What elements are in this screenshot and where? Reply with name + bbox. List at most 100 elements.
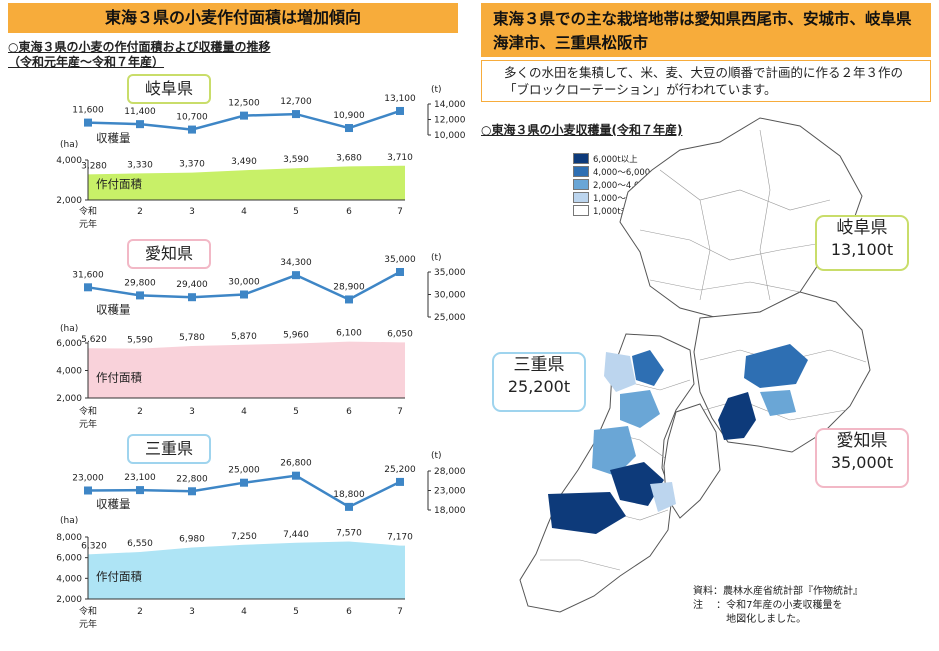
aichi-callout-name: 愛知県 [836, 431, 888, 451]
legend-item: 4,000～6,000 [573, 165, 650, 178]
mie-callout-value: 25,200t [507, 377, 571, 396]
legend-swatch [573, 166, 589, 177]
harvest-value-label: 25,000 [228, 466, 260, 476]
legend-swatch [573, 179, 589, 190]
harvest-point [396, 477, 404, 486]
harvest-point [396, 106, 404, 115]
x-label: 6 [346, 607, 352, 617]
legend-swatch [573, 205, 589, 216]
area-value-label: 6,100 [336, 329, 362, 339]
area-tick-label: 8,000 [56, 533, 82, 543]
legend-item: 1,000～2,000 [573, 191, 650, 204]
left-title-banner: 東海３県の小麦作付面積は増加傾向 [8, 3, 458, 33]
x-label: 5 [293, 607, 299, 617]
aichi-callout: 愛知県 35,000t [815, 428, 909, 488]
x-label: 5 [293, 407, 299, 417]
area-series-label: 作付面積 [96, 177, 142, 191]
harvest-series-label: 収穫量 [96, 131, 131, 145]
area-tick-label: 6,000 [56, 339, 82, 349]
harvest-point [345, 502, 353, 511]
x-label: 5 [293, 207, 299, 217]
aichi-callout-value: 35,000t [830, 453, 894, 472]
matsusaka-area [548, 492, 626, 534]
harvest-point [136, 120, 144, 129]
harvest-point [292, 110, 300, 119]
yoro-area [604, 352, 636, 392]
harvest-tick-label: 10,000 [434, 131, 466, 141]
ise-area [650, 482, 676, 512]
harvest-tick-label: 28,000 [434, 467, 466, 477]
harvest-point [345, 124, 353, 133]
x-label: 4 [241, 407, 247, 417]
harvest-tick-label: 12,000 [434, 116, 466, 126]
area-tick-label: 2,000 [56, 196, 82, 206]
legend-label: 6,000t以上 [593, 154, 638, 165]
harvest-value-label: 12,500 [228, 99, 260, 109]
rotation-note: 多くの水田を集積して、米、麦、大豆の順番で計画的に作る２年３作の「ブロックローテ… [481, 60, 931, 102]
area-unit: (ha) [60, 324, 78, 334]
nishio-anjo-area [718, 392, 756, 440]
area-tick-label: 6,000 [56, 554, 82, 564]
harvest-unit: (t) [431, 85, 442, 95]
area-tick-label: 4,000 [56, 156, 82, 166]
x-label: 7 [397, 607, 403, 617]
legend-label: 4,000～6,000 [593, 167, 651, 178]
source-note: 資料：農林水産省統計部『作物統計』 注 ：令和7年産の小麦収穫量を 地図化しまし… [693, 585, 863, 627]
area-series-label: 作付面積 [96, 371, 142, 385]
area-tick-label: 2,000 [56, 595, 82, 605]
harvest-point [188, 125, 196, 134]
planted-area-fill [88, 541, 405, 599]
x-label-first-line2: 元年 [79, 218, 97, 230]
mie-label: 三重県 [127, 434, 211, 464]
left-period: （令和元年産～令和７年産） [8, 55, 165, 69]
x-label: 3 [189, 407, 195, 417]
legend-label: 1,000～2,000 [593, 193, 651, 204]
area-value-label: 6,320 [81, 541, 107, 551]
map-title: ○東海３県の小麦収穫量(令和７年産) [481, 123, 683, 137]
harvest-point [84, 283, 92, 292]
area-value-label: 7,250 [231, 532, 257, 542]
harvest-point [188, 487, 196, 496]
planted-area-fill [88, 165, 405, 200]
harvest-value-label: 23,000 [72, 474, 104, 484]
x-label: 2 [137, 407, 143, 417]
harvest-unit: (t) [431, 451, 442, 461]
harvest-series-label: 収穫量 [96, 302, 131, 316]
right-title-banner: 東海３県での主な栽培地帯は愛知県西尾市、安城市、岐阜県海津市、三重県松阪市 [481, 3, 931, 57]
harvest-tick-label: 14,000 [434, 100, 466, 110]
area-value-label: 5,780 [179, 333, 205, 343]
harvest-value-label: 29,400 [176, 280, 208, 290]
legend-item: 2,000～4,000 [573, 178, 650, 191]
x-label: 7 [397, 207, 403, 217]
area-unit: (ha) [60, 516, 78, 526]
harvest-value-label: 13,100 [384, 94, 416, 104]
gifu-label: 岐阜県 [127, 74, 211, 104]
aichi-label: 愛知県 [127, 239, 211, 269]
area-value-label: 6,550 [127, 539, 153, 549]
kaizu-area [632, 350, 664, 386]
area-unit: (ha) [60, 140, 78, 150]
area-value-label: 3,710 [387, 153, 413, 163]
harvest-point [84, 486, 92, 495]
gifu-callout-name: 岐阜県 [836, 218, 888, 238]
ise-bay [663, 403, 721, 519]
source-line-3: 地図化しました。 [693, 614, 807, 625]
harvest-value-label: 23,100 [124, 473, 156, 483]
gifu-callout-value: 13,100t [830, 240, 894, 259]
harvest-tick-label: 23,000 [434, 487, 466, 497]
area-value-label: 3,680 [336, 153, 362, 163]
harvest-value-label: 22,800 [176, 474, 208, 484]
harvest-value-label: 12,700 [280, 97, 312, 107]
legend-swatch [573, 192, 589, 203]
x-label: 2 [137, 607, 143, 617]
x-label-first-line1: 令和 [79, 205, 97, 217]
area-tick-label: 2,000 [56, 394, 82, 404]
x-label-first-line1: 令和 [79, 405, 97, 417]
harvest-value-label: 10,700 [176, 113, 208, 123]
harvest-point [136, 486, 144, 495]
area-value-label: 7,570 [336, 528, 362, 538]
harvest-value-label: 25,200 [384, 465, 416, 475]
harvest-point [84, 118, 92, 127]
x-label: 2 [137, 207, 143, 217]
tsu-area [610, 462, 664, 506]
